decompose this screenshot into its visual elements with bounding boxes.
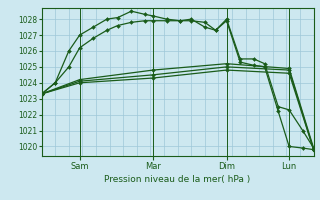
X-axis label: Pression niveau de la mer( hPa ): Pression niveau de la mer( hPa ) <box>104 175 251 184</box>
